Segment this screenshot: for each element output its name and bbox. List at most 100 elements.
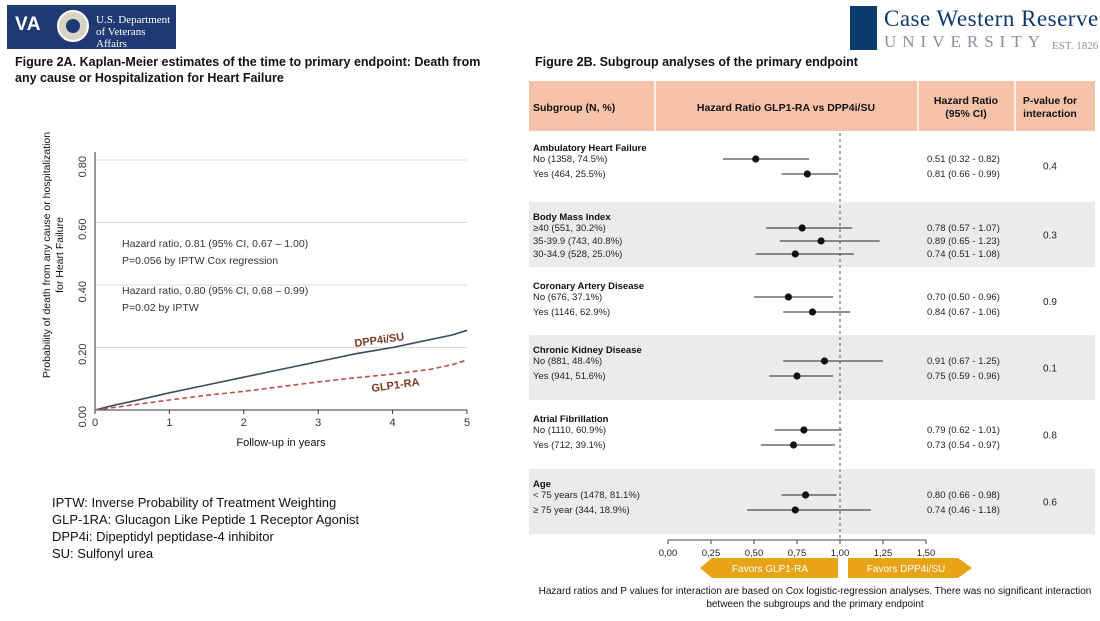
hr-ci-value: 0.84 (0.67 - 1.06) bbox=[927, 307, 1000, 318]
hr-ci-value: 0.73 (0.54 - 0.97) bbox=[927, 440, 1000, 451]
glossary: IPTW: Inverse Probability of Treatment W… bbox=[52, 494, 359, 562]
x-tick-label: 0,25 bbox=[702, 548, 721, 559]
hr-ci-value: 0.81 (0.66 - 0.99) bbox=[927, 169, 1000, 180]
x-tick-label: 0,00 bbox=[659, 548, 678, 559]
header-label-line: Subgroup (N, %) bbox=[533, 102, 615, 114]
point-estimate bbox=[817, 237, 825, 245]
group-name: Body Mass Index bbox=[533, 212, 611, 223]
group-name: Atrial Fibrillation bbox=[533, 414, 609, 425]
header-label-line: Hazard Ratio bbox=[934, 95, 998, 107]
subgroup-label: 35-39.9 (743, 40.8%) bbox=[533, 236, 622, 247]
favors-left-label: Favors GLP1-RA bbox=[732, 564, 808, 575]
favors-right-label: Favors DPP4i/SU bbox=[867, 564, 945, 575]
subgroup-label: No (881, 48.4%) bbox=[533, 356, 602, 367]
hr-ci-value: 0.74 (0.46 - 1.18) bbox=[927, 505, 1000, 516]
header-label: P-value for interaction bbox=[1023, 95, 1077, 120]
x-tick-label: 3 bbox=[315, 417, 321, 429]
x-tick-label: 4 bbox=[390, 417, 396, 429]
point-estimate bbox=[789, 441, 798, 449]
hr-ci-value: 0.51 (0.32 - 0.82) bbox=[927, 154, 1000, 165]
annotation: P=0.056 by IPTW Cox regression bbox=[122, 255, 278, 267]
x-tick-label: 2 bbox=[241, 417, 247, 429]
hr-ci-value: 0.70 (0.50 - 0.96) bbox=[927, 292, 1000, 303]
subgroup-label: No (676, 37.1%) bbox=[533, 292, 602, 303]
header-label: Subgroup (N, %) bbox=[533, 102, 615, 114]
favors-right-arrow bbox=[848, 558, 972, 578]
glossary-item: IPTW: Inverse Probability of Treatment W… bbox=[52, 495, 337, 510]
group-band bbox=[529, 202, 1095, 267]
y-tick-label: 0.40 bbox=[77, 281, 89, 302]
cwru-shield-icon bbox=[850, 6, 877, 50]
favors-left-arrow bbox=[700, 558, 838, 578]
header-label: Hazard Ratio GLP1-RA vs DPP4i/SU bbox=[697, 102, 875, 114]
va-logo: VA U.S. Department of Veterans Affairs bbox=[7, 5, 176, 50]
p-value: 0.9 bbox=[1043, 297, 1057, 308]
x-tick-label: 1,00 bbox=[831, 548, 850, 559]
figure-2b-title: Figure 2B. Subgroup analyses of the prim… bbox=[535, 55, 858, 69]
group-name: Age bbox=[533, 479, 551, 490]
p-value: 0.4 bbox=[1043, 162, 1057, 173]
va-seal-icon bbox=[57, 10, 89, 42]
cwru-logo: Case Western Reserve UNIVERSITY EST. 182… bbox=[848, 4, 1098, 54]
group-band bbox=[529, 335, 1095, 400]
va-logo-abbr: VA bbox=[15, 14, 41, 35]
table-header bbox=[529, 81, 1095, 131]
group-name: Chronic Kidney Disease bbox=[533, 345, 642, 356]
header-label-line: Hazard Ratio GLP1-RA vs DPP4i/SU bbox=[697, 102, 875, 114]
x-tick-label: 0,75 bbox=[788, 548, 807, 559]
point-estimate bbox=[798, 224, 806, 232]
subgroup-label: Yes (712, 39.1%) bbox=[533, 440, 606, 451]
header-label: Hazard Ratio (95% CI) bbox=[934, 95, 998, 120]
subgroup-label: No (1110, 60.9%) bbox=[533, 425, 606, 436]
footnote: Hazard ratios and P values for interacti… bbox=[538, 586, 1092, 610]
subgroup-label: ≥40 (551, 30.2%) bbox=[533, 223, 606, 234]
header-label-line: (95% CI) bbox=[945, 108, 986, 120]
y-tick-label: 0.80 bbox=[77, 156, 89, 177]
header-label-line: interaction bbox=[1023, 108, 1077, 120]
p-value: 0.8 bbox=[1043, 431, 1057, 442]
kaplan-meier-chart: 0.00 0.20 0.40 0.60 0.80 0 1 2 3 4 5 Follow-up in y… bbox=[41, 132, 470, 449]
subgroup-label: No (1358, 74.5%) bbox=[533, 154, 607, 165]
cwru-logo-line3: EST. 1826 bbox=[1052, 40, 1099, 52]
hr-ci-value: 0.79 (0.62 - 1.01) bbox=[927, 425, 1000, 436]
point-estimate bbox=[820, 357, 829, 365]
point-estimate bbox=[752, 155, 760, 163]
subgroup-label: < 75 years (1478, 81.1%) bbox=[533, 490, 640, 501]
point-estimate bbox=[791, 506, 799, 514]
glossary-item: GLP-1RA: Glucagon Like Peptide 1 Recepto… bbox=[52, 512, 360, 527]
group-band bbox=[529, 469, 1095, 534]
x-tick-label: 1 bbox=[166, 417, 172, 429]
va-logo-line2: of Veterans Affairs bbox=[96, 26, 146, 50]
hr-ci-value: 0.78 (0.57 - 1.07) bbox=[927, 223, 1000, 234]
point-estimate bbox=[800, 426, 808, 434]
y-tick-label: 0.00 bbox=[77, 406, 89, 427]
x-tick-label: 1,25 bbox=[874, 548, 893, 559]
y-axis-label-line: for Heart Failure bbox=[54, 217, 66, 293]
y-axis-label: Probability of death from any cause or h… bbox=[41, 132, 66, 378]
y-tick-label: 0.60 bbox=[77, 219, 89, 240]
subgroup-label: Yes (1146, 62.9%) bbox=[533, 307, 610, 318]
point-estimate bbox=[808, 308, 817, 316]
hr-ci-value: 0.74 (0.51 - 1.08) bbox=[927, 249, 1000, 260]
x-tick-label: 5 bbox=[464, 417, 470, 429]
series-line bbox=[94, 359, 468, 411]
figure-2a-title: Figure 2A. Kaplan-Meier estimates of the… bbox=[15, 55, 481, 85]
y-axis-label-line: Probability of death from any cause or h… bbox=[41, 132, 53, 378]
hr-ci-value: 0.91 (0.67 - 1.25) bbox=[927, 356, 1000, 367]
hr-ci-value: 0.89 (0.65 - 1.23) bbox=[927, 236, 1000, 247]
point-estimate bbox=[802, 491, 810, 499]
y-tick-label: 0.20 bbox=[77, 344, 89, 365]
subgroup-label: Yes (464, 25.5%) bbox=[533, 169, 606, 180]
p-value: 0.3 bbox=[1043, 231, 1057, 242]
glossary-item: SU: Sulfonyl urea bbox=[52, 546, 154, 561]
annotation: P=0.02 by IPTW bbox=[122, 302, 199, 314]
cwru-logo-line2: UNIVERSITY bbox=[884, 32, 1046, 51]
x-axis-label: Follow-up in years bbox=[236, 437, 326, 449]
cwru-logo-line1: Case Western Reserve bbox=[884, 6, 1099, 31]
x-tick-label: 1,50 bbox=[917, 548, 936, 559]
glossary-item: DPP4i: Dipeptidyl peptidase-4 inhibitor bbox=[52, 529, 274, 544]
subgroup-label: ≥ 75 year (344, 18.9%) bbox=[533, 505, 630, 516]
hr-ci-value: 0.75 (0.59 - 0.96) bbox=[927, 371, 1000, 382]
point-estimate bbox=[793, 372, 801, 380]
